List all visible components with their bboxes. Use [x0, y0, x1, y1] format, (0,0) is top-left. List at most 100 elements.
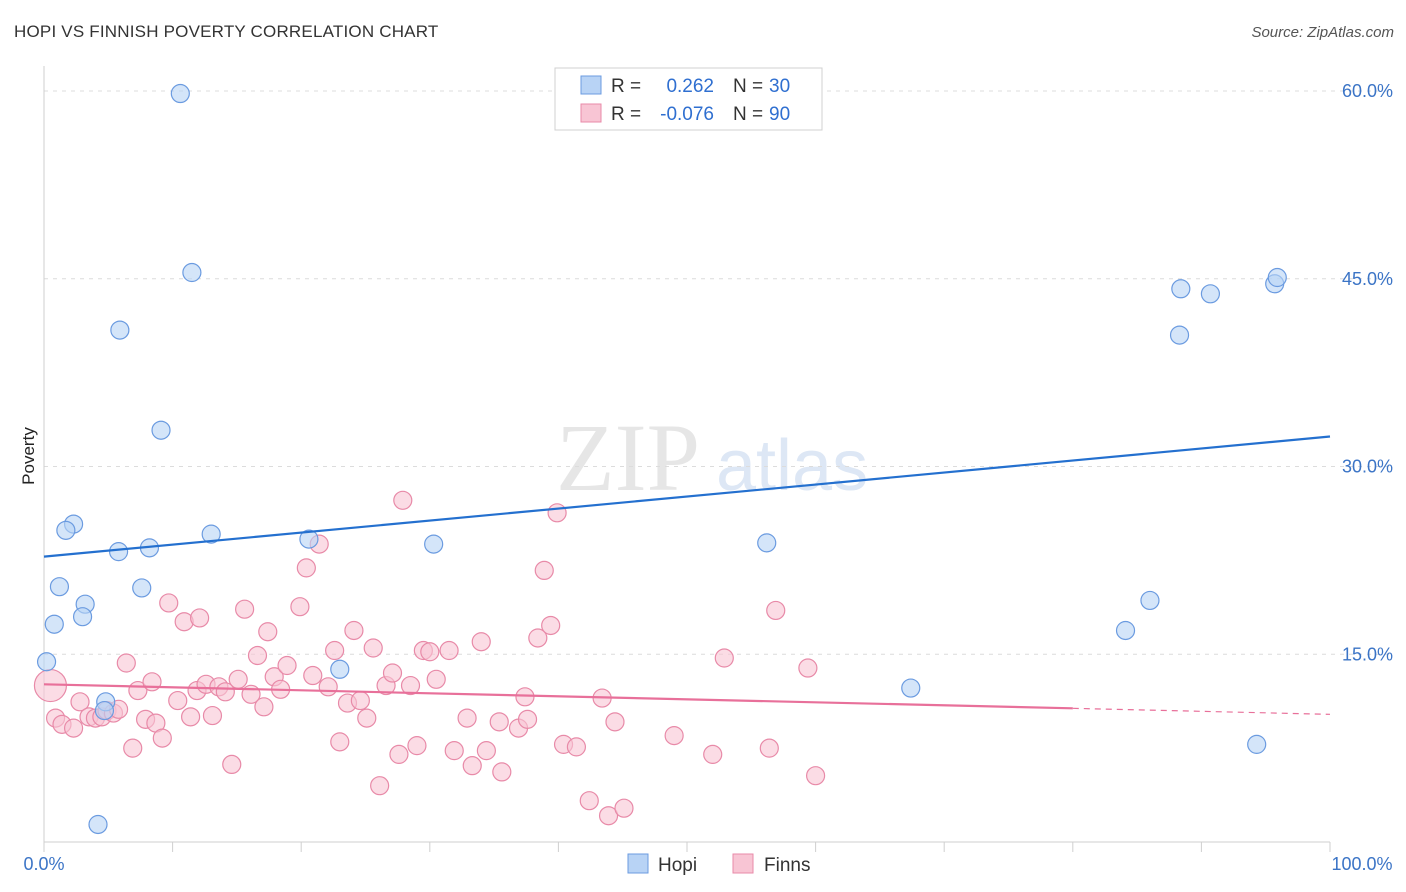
hopi-point — [72, 607, 93, 627]
finns-point — [489, 712, 509, 732]
trend-lines — [43, 435, 1331, 715]
hopi-point — [182, 262, 202, 283]
finns-point — [181, 707, 201, 727]
legend-hopi-n-value: 30 — [769, 76, 790, 97]
hopi-point — [1267, 267, 1287, 288]
finns-point — [159, 593, 179, 613]
finns-point — [235, 599, 255, 619]
finns-point — [714, 648, 734, 668]
hopi-point — [132, 578, 152, 598]
finns-point — [515, 687, 535, 707]
hopi-point — [110, 320, 130, 340]
finns-point — [370, 776, 390, 796]
x-tick-label-right: 100.0% — [1331, 854, 1392, 874]
finns-point — [215, 682, 235, 702]
hopi-point — [1140, 590, 1160, 611]
finns-point — [318, 677, 338, 697]
legend-swatch-hopi — [580, 75, 602, 95]
finns-point — [444, 741, 464, 761]
hopi-point — [94, 700, 115, 721]
finns-point — [759, 738, 779, 758]
legend-hopi-r-label: R = — [611, 76, 641, 97]
x-ticks — [43, 842, 1331, 852]
finns-point — [190, 608, 210, 628]
finns-point — [457, 708, 477, 728]
finns-point — [70, 692, 90, 712]
watermark-zip: ZIP — [556, 404, 700, 511]
hopi-point — [1247, 734, 1267, 754]
legend-finns-r-label: R = — [611, 104, 641, 125]
finns-point — [805, 766, 826, 786]
finns-point — [254, 697, 274, 717]
finns-point — [547, 503, 567, 523]
legend-hopi-n-label: N = — [733, 76, 763, 97]
hopi-point — [49, 577, 70, 597]
finns-point — [350, 690, 370, 711]
finns-point — [247, 645, 268, 666]
legend-finns-r-value: -0.076 — [660, 104, 714, 125]
finns-point — [152, 728, 172, 748]
legend-finns-n-value: 90 — [769, 104, 790, 125]
finns-point — [439, 640, 459, 661]
bottom-legend: Hopi Finns — [627, 853, 810, 876]
watermark-atlas: atlas — [716, 426, 868, 506]
finns-point — [382, 663, 403, 683]
hopi-point — [1169, 325, 1190, 345]
finns-point — [123, 738, 143, 758]
y-axis-title: Poverty — [19, 427, 38, 485]
finns-point — [471, 632, 491, 652]
finns-point — [598, 806, 619, 826]
bottom-legend-hopi-label: Hopi — [658, 855, 697, 876]
finns-point — [357, 708, 377, 728]
hopi-point — [108, 542, 129, 562]
finns-point — [517, 709, 538, 729]
hopi-point — [424, 534, 444, 554]
finns-point — [63, 718, 84, 738]
hopi-trend-line — [43, 435, 1331, 558]
hopi-point — [44, 614, 64, 634]
finns-point — [202, 705, 223, 726]
hopi-point — [1171, 279, 1191, 299]
finns-point — [766, 600, 786, 621]
hopi-point — [36, 652, 57, 672]
finns-point — [330, 732, 350, 752]
y-tick-label-3: 60.0% — [1342, 81, 1393, 101]
bottom-legend-swatch-hopi — [627, 853, 649, 874]
finns-point — [798, 658, 818, 678]
finns-point — [476, 741, 496, 761]
finns-point — [664, 726, 684, 746]
finns-point — [528, 628, 548, 648]
hopi-point — [1200, 284, 1221, 304]
y-tick-label-2: 45.0% — [1342, 269, 1393, 289]
y-tick-labels: 15.0% 30.0% 45.0% 60.0% — [1342, 81, 1393, 664]
finns-point — [228, 669, 248, 689]
finns-point — [258, 622, 278, 642]
hopi-point — [201, 524, 221, 544]
finns-point — [462, 756, 482, 776]
watermark: ZIP atlas — [556, 404, 868, 511]
bottom-legend-swatch-finns — [732, 853, 754, 874]
finns-point — [541, 615, 561, 636]
finns-point — [400, 675, 421, 696]
top-legend: R = 0.262 N = 30 R = -0.076 N = 90 — [554, 67, 823, 131]
hopi-points — [36, 83, 1287, 835]
finns-point — [363, 638, 383, 658]
finns-point — [389, 744, 409, 764]
finns-point — [426, 669, 446, 689]
finns-point — [566, 737, 587, 757]
y-tick-label-0: 15.0% — [1342, 644, 1393, 664]
finns-trend-line-extension — [1072, 707, 1331, 715]
finns-point — [703, 744, 723, 764]
finns-point — [116, 653, 136, 673]
hopi-point — [330, 659, 350, 679]
hopi-point — [170, 83, 190, 104]
legend-finns-n-label: N = — [733, 104, 763, 125]
finns-point — [303, 665, 323, 686]
finns-point — [605, 712, 625, 732]
source-label: Source: ZipAtlas.com — [1251, 24, 1394, 41]
finns-point — [492, 762, 512, 782]
finns-point — [142, 672, 162, 692]
finns-point — [325, 640, 345, 661]
finns-point — [420, 642, 440, 662]
